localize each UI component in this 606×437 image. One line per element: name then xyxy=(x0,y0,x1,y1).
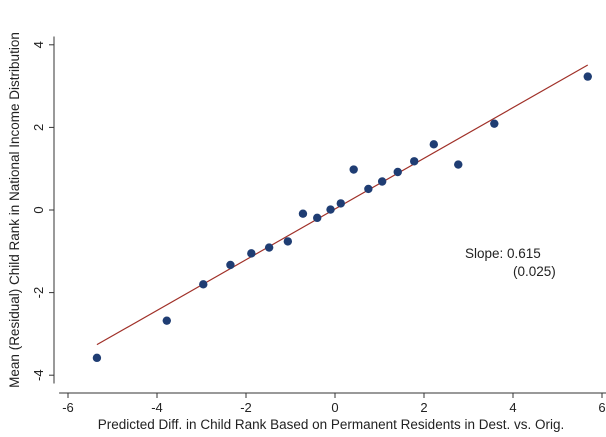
axes: -6 -4 -2 0 2 4 6 -4 -2 0 2 4 xyxy=(31,36,606,415)
data-point xyxy=(490,119,499,128)
data-point xyxy=(377,177,387,186)
data-point xyxy=(326,205,335,214)
data-point xyxy=(429,140,438,149)
data-point xyxy=(92,353,102,363)
data-point xyxy=(264,243,274,252)
data-point xyxy=(410,157,419,166)
x-tick-label: 2 xyxy=(420,400,427,415)
y-tick-label: 4 xyxy=(31,41,46,48)
x-tick-label: -6 xyxy=(62,400,74,415)
data-point xyxy=(313,213,322,223)
y-tick-label: 2 xyxy=(31,124,46,131)
data-point xyxy=(336,199,345,208)
x-tick-label: -2 xyxy=(240,400,252,415)
data-point xyxy=(199,280,208,289)
data-point xyxy=(454,160,463,169)
data-point xyxy=(247,249,256,258)
x-tick-label: 6 xyxy=(598,400,605,415)
data-point xyxy=(364,184,373,194)
data-point xyxy=(226,260,235,270)
y-tick-label: -4 xyxy=(31,369,46,381)
data-point xyxy=(298,209,308,218)
x-tick-label: 0 xyxy=(331,400,338,415)
data-point xyxy=(349,165,358,174)
data-point xyxy=(162,316,171,325)
data-points xyxy=(92,72,592,363)
data-point xyxy=(393,167,402,177)
slope-se-annotation: (0.025) xyxy=(513,264,556,279)
x-tick-label: -4 xyxy=(151,400,163,415)
data-point xyxy=(283,237,293,246)
y-tick-label: -2 xyxy=(31,287,46,299)
x-tick-label: 4 xyxy=(509,400,516,415)
data-point xyxy=(583,72,592,81)
x-axis-title: Predicted Diff. in Child Rank Based on P… xyxy=(98,417,564,432)
y-axis-title: Mean (Residual) Child Rank in National I… xyxy=(7,32,22,388)
slope-annotation: Slope: 0.615 xyxy=(465,246,541,261)
y-tick-label: 0 xyxy=(31,206,46,213)
